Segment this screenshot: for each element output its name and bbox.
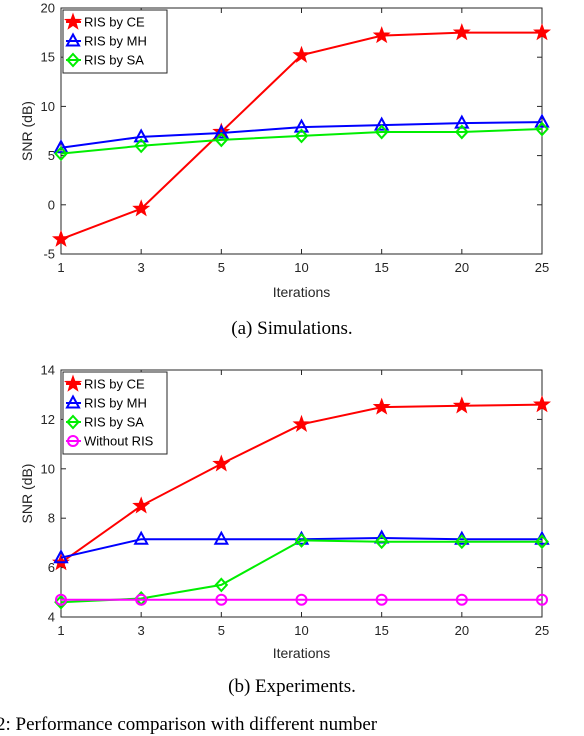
x-tick-label: 3 — [138, 623, 145, 638]
legend-marker — [65, 32, 81, 47]
series-line-ris-by-sa — [60, 128, 543, 155]
data-point-ris-by-ce — [132, 199, 151, 217]
legend-marker — [67, 435, 79, 447]
data-point-ris-by-ce — [52, 229, 70, 247]
y-tick-label: 0 — [48, 197, 55, 212]
data-point-ris-by-mh — [534, 113, 550, 128]
data-point-ris-by-sa — [294, 128, 309, 144]
data-point-ris-by-mh — [53, 549, 69, 564]
y-axis-label: SNR (dB) — [19, 101, 35, 161]
legend-marker — [66, 52, 80, 68]
data-point-ris-by-sa — [535, 121, 549, 137]
y-tick-label: 14 — [41, 363, 55, 378]
legend-entry: RIS by SA — [84, 415, 144, 430]
series-line-ris-by-mh — [60, 536, 542, 559]
y-tick-label: 4 — [48, 610, 55, 625]
legend-marker — [64, 374, 82, 392]
legend-entry: RIS by MH — [84, 396, 147, 411]
y-tick-label: 20 — [41, 1, 55, 16]
data-point-without-ris — [455, 593, 468, 606]
data-point-ris-by-mh — [133, 530, 149, 545]
x-tick-label: 10 — [294, 260, 308, 275]
data-point-ris-by-ce — [452, 23, 471, 41]
x-tick-label: 20 — [455, 623, 469, 638]
legend-entry: Without RIS — [84, 434, 154, 449]
data-point-ris-by-mh — [53, 139, 69, 154]
data-point-ris-by-sa — [454, 124, 469, 140]
x-tick-label: 25 — [535, 623, 549, 638]
data-point-ris-by-ce — [292, 414, 311, 433]
data-point-ris-by-ce — [212, 454, 231, 472]
y-tick-label: 6 — [48, 560, 55, 575]
legend-entry: RIS by SA — [84, 53, 144, 68]
data-point-ris-by-sa — [54, 146, 68, 162]
y-tick-label: 5 — [48, 148, 55, 163]
x-axis-label: Iterations — [273, 645, 331, 661]
y-tick-label: -5 — [43, 247, 55, 262]
data-point-ris-by-ce — [372, 26, 391, 44]
data-point-ris-by-sa — [454, 534, 469, 550]
data-point-ris-by-ce — [372, 397, 391, 415]
chart-simulations: 1 3 5 10 15 20 25 -5 0 5 10 15 20 Iterations SNR (dB) R… — [19, 1, 551, 300]
legend-entry: RIS by CE — [84, 15, 145, 30]
data-point-without-ris — [215, 593, 228, 606]
data-point-ris-by-mh — [454, 114, 470, 129]
data-point-without-ris — [536, 593, 548, 606]
y-tick-label: 10 — [41, 461, 55, 476]
caption-simulations: (a) Simulations. — [231, 318, 353, 339]
data-point-ris-by-mh — [213, 530, 230, 545]
data-point-ris-by-ce — [533, 23, 551, 41]
x-tick-label: 1 — [57, 623, 64, 638]
y-tick-label: 8 — [48, 511, 55, 526]
data-point-without-ris — [135, 593, 148, 606]
data-point-ris-by-mh — [133, 128, 149, 143]
data-point-ris-by-sa — [374, 534, 389, 550]
data-point-ris-by-ce — [292, 45, 311, 63]
series-line-ris-by-mh — [60, 121, 543, 149]
x-tick-label: 3 — [138, 260, 145, 275]
data-point-ris-by-mh — [373, 116, 390, 131]
x-tick-label: 15 — [374, 623, 388, 638]
data-point-ris-by-ce — [452, 396, 471, 414]
x-tick-label: 25 — [535, 260, 549, 275]
data-point-ris-by-sa — [535, 534, 549, 550]
y-tick-label: 15 — [41, 50, 55, 65]
x-tick-label: 5 — [218, 623, 225, 638]
data-point-ris-by-mh — [213, 124, 230, 139]
x-tick-label: 1 — [57, 260, 64, 275]
x-tick-label: 10 — [294, 623, 308, 638]
data-point-without-ris — [55, 593, 67, 606]
x-axis-label: Iterations — [273, 284, 331, 300]
data-point-ris-by-mh — [293, 118, 310, 133]
legend-marker — [65, 394, 81, 409]
figure-caption-partial: 2: Performance comparison with different… — [0, 714, 378, 735]
data-point-ris-by-sa — [214, 132, 229, 148]
series-ris-by-mh — [53, 113, 550, 154]
legend-entry: RIS by MH — [84, 34, 147, 49]
data-point-ris-by-sa — [134, 138, 149, 154]
x-tick-label: 15 — [374, 260, 388, 275]
data-point-without-ris — [375, 593, 388, 606]
data-point-ris-by-sa — [294, 532, 309, 548]
legend-marker — [66, 414, 80, 430]
series-line-ris-by-sa — [60, 539, 542, 604]
data-point-ris-by-sa — [214, 577, 229, 593]
legend-marker — [64, 12, 82, 30]
x-tick-label: 5 — [218, 260, 225, 275]
data-point-ris-by-ce — [132, 496, 151, 514]
series-without-ris — [55, 593, 548, 606]
x-tick-label: 20 — [455, 260, 469, 275]
chart-experiments: 1 3 5 10 15 20 25 4 6 8 10 12 14 Iterations SNR (dB) RI… — [19, 363, 551, 661]
series-ris-by-ce — [52, 23, 551, 247]
data-point-without-ris — [295, 593, 308, 606]
data-point-ris-by-ce — [533, 395, 551, 413]
y-tick-label: 12 — [41, 412, 55, 427]
y-tick-label: 10 — [41, 99, 55, 114]
y-axis-label: SNR (dB) — [19, 464, 35, 524]
legend-entry: RIS by CE — [84, 377, 145, 392]
data-point-ris-by-sa — [374, 124, 389, 140]
caption-experiments: (b) Experiments. — [228, 676, 356, 697]
series-ris-by-sa — [54, 121, 549, 162]
